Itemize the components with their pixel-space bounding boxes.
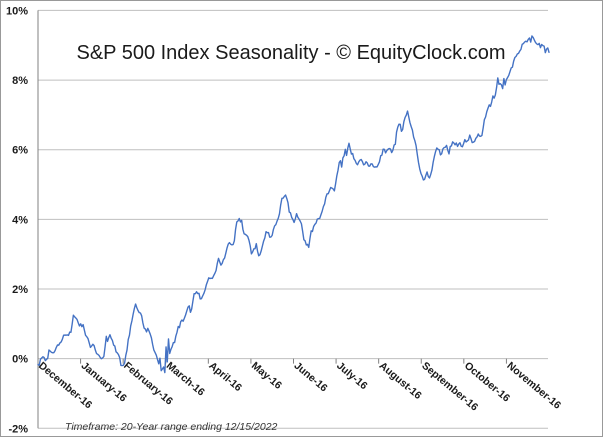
svg-text:Timeframe: 20-Year range endin: Timeframe: 20-Year range ending 12/15/20…: [65, 421, 278, 433]
svg-text:August-16: August-16: [377, 360, 424, 402]
svg-text:July-16: July-16: [334, 360, 370, 393]
svg-text:0%: 0%: [12, 354, 28, 366]
svg-text:-2%: -2%: [8, 423, 28, 435]
svg-text:June-16: June-16: [292, 360, 330, 395]
svg-text:10%: 10%: [6, 5, 28, 17]
svg-text:8%: 8%: [12, 75, 28, 87]
svg-text:6%: 6%: [12, 145, 28, 157]
svg-text:November-16: November-16: [504, 360, 563, 412]
svg-text:S&P 500 Index Seasonality - ©: S&P 500 Index Seasonality - © EquityCloc…: [76, 42, 505, 64]
svg-text:May-16: May-16: [249, 360, 284, 392]
svg-text:2%: 2%: [12, 284, 28, 296]
svg-text:4%: 4%: [12, 214, 28, 226]
svg-text:April-16: April-16: [206, 360, 244, 394]
svg-text:March-16: March-16: [164, 360, 207, 399]
